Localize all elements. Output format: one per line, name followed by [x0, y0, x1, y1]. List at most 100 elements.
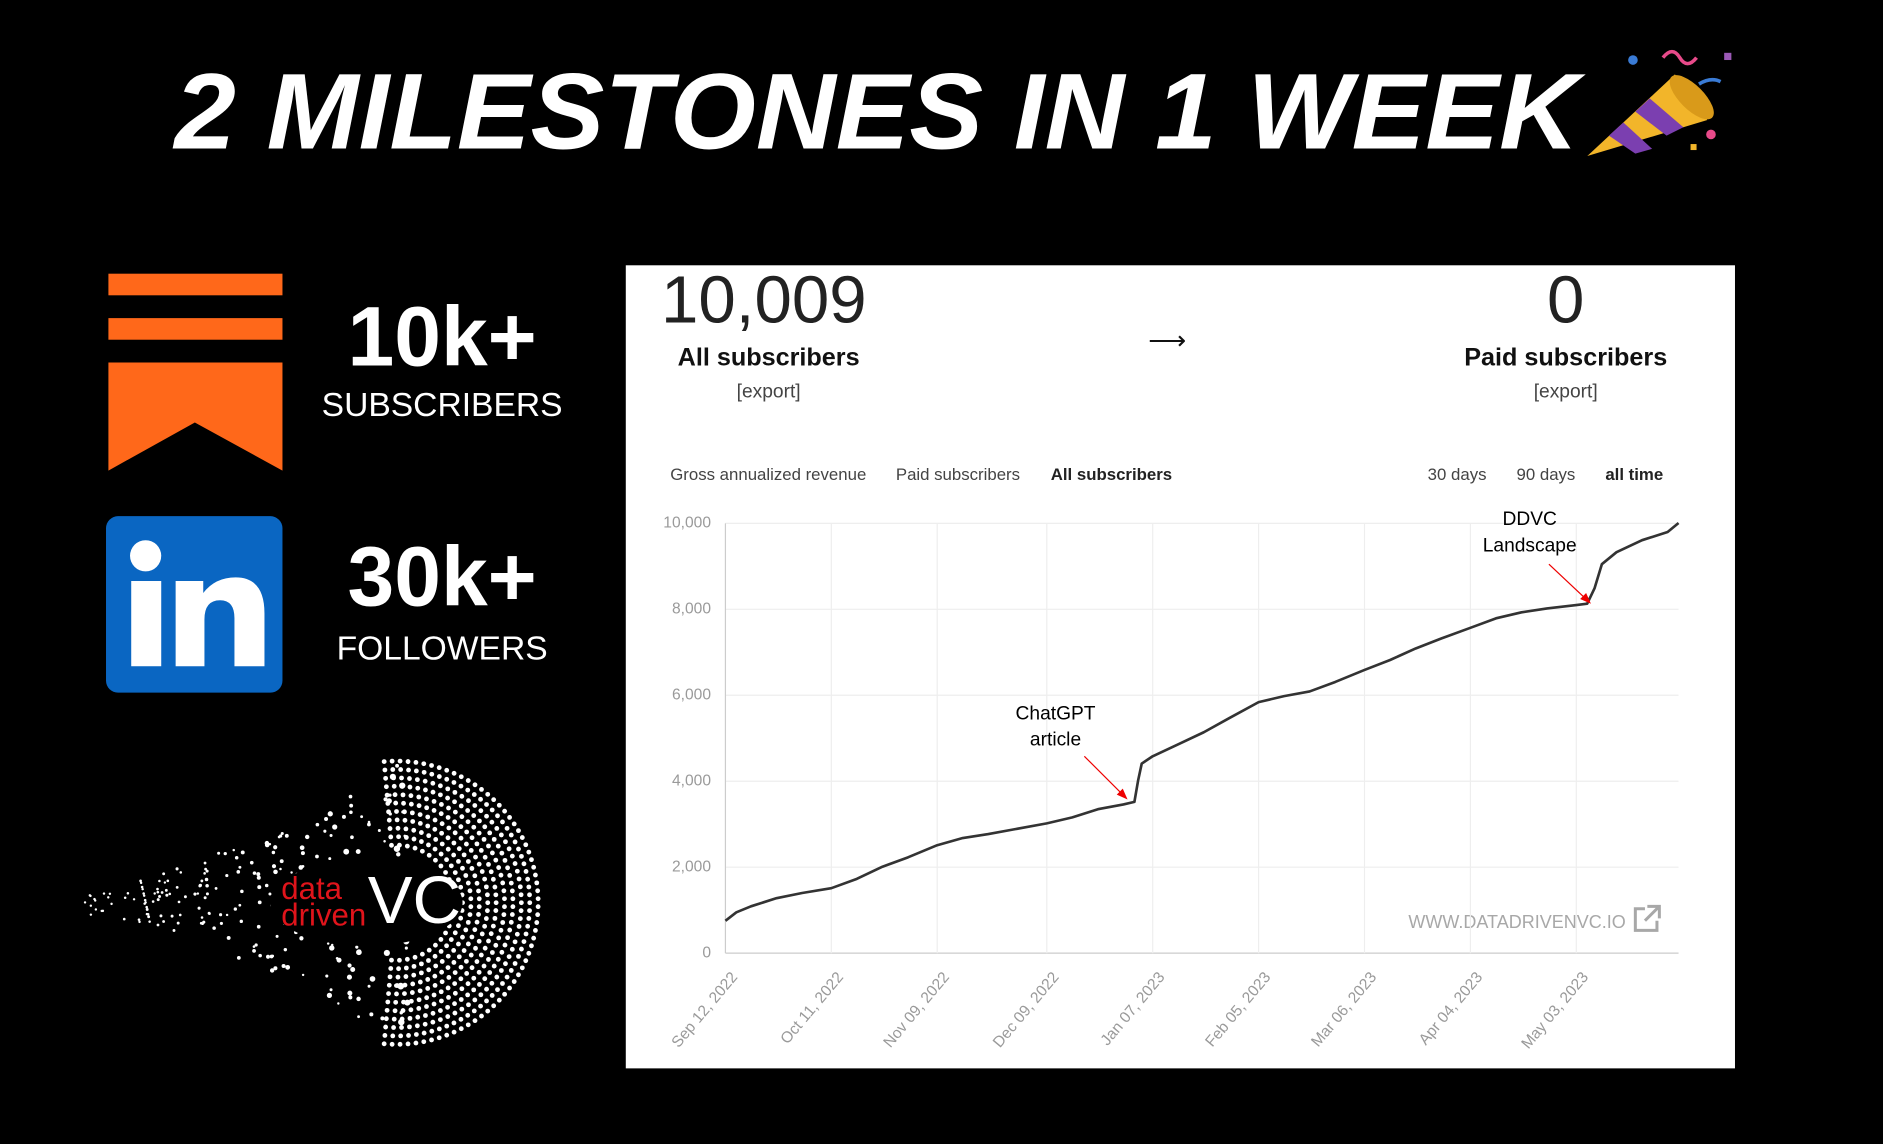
- logo-dot: [197, 906, 201, 910]
- logo-dot: [478, 808, 484, 814]
- tab[interactable]: Paid subscribers: [896, 465, 1020, 484]
- logo-dot: [147, 915, 151, 919]
- logo-dot: [205, 892, 209, 896]
- logo-dot: [458, 803, 464, 809]
- logo-dot: [438, 948, 444, 954]
- logo-text: data: [281, 871, 342, 906]
- logo-dot: [383, 840, 386, 843]
- logo-dot: [523, 931, 529, 937]
- logo-dot: [479, 931, 485, 937]
- logo-dot: [280, 831, 284, 836]
- count-label: All subscribers: [678, 344, 860, 372]
- logo-dot: [467, 888, 473, 894]
- range[interactable]: all time: [1605, 465, 1663, 484]
- logo-dot: [392, 1008, 398, 1014]
- logo-dot: [452, 870, 458, 875]
- logo-dot: [456, 954, 462, 960]
- logo-dot: [456, 941, 461, 947]
- logo-dot: [503, 839, 508, 845]
- logo-dot: [496, 935, 502, 941]
- logo-dot: [392, 792, 398, 798]
- logo-dot: [382, 767, 388, 773]
- logo-dot: [476, 888, 481, 894]
- logo-dot: [383, 784, 389, 790]
- logo-text: driven: [281, 897, 366, 932]
- logo-dot: [438, 851, 444, 857]
- logo-dot: [405, 1041, 411, 1047]
- logo-dot: [367, 984, 371, 988]
- y-tick-label: 4,000: [672, 772, 711, 789]
- logo-dot: [452, 1001, 457, 1007]
- logo-dot: [452, 1010, 458, 1016]
- logo-dot: [502, 808, 508, 814]
- logo-dot: [437, 783, 443, 789]
- logo-dot: [463, 841, 469, 847]
- tab[interactable]: Gross annualized revenue: [670, 465, 866, 484]
- logo-dot: [526, 916, 532, 921]
- export-link[interactable]: [export]: [737, 382, 801, 403]
- logo-dot: [444, 1023, 450, 1029]
- logo-dot: [472, 873, 478, 879]
- logo-dot: [531, 935, 537, 941]
- logo-dot: [474, 841, 480, 847]
- logo-dot: [471, 1008, 477, 1014]
- logo-dot: [399, 1025, 404, 1030]
- logo-dot: [377, 829, 381, 833]
- logo-dot: [178, 913, 182, 917]
- logo-dot: [425, 814, 431, 820]
- stat-value: 30k+: [348, 530, 537, 624]
- logo-dot: [426, 842, 431, 848]
- logo-dot: [509, 888, 515, 894]
- substack-logo: [108, 273, 283, 471]
- logo-dot: [526, 950, 532, 956]
- logo-dot: [421, 769, 427, 775]
- range[interactable]: 90 days: [1517, 465, 1576, 484]
- logo-dot: [355, 945, 359, 949]
- logo-dot: [509, 853, 515, 859]
- logo-dot: [396, 966, 401, 972]
- logo-dot: [451, 960, 457, 965]
- logo-dot: [403, 826, 409, 832]
- logo-dot: [399, 775, 404, 781]
- logo-dot: [389, 1041, 395, 1047]
- tab[interactable]: All subscribers: [1051, 465, 1172, 484]
- logo-dot: [512, 961, 518, 966]
- logo-dot: [444, 767, 450, 773]
- logo-dot: [233, 907, 237, 911]
- range[interactable]: 30 days: [1428, 465, 1487, 484]
- logo-dot: [411, 972, 417, 978]
- logo-dot: [419, 951, 425, 957]
- logo-dot: [409, 990, 415, 995]
- logo-dot: [452, 809, 458, 815]
- logo-dot: [424, 995, 430, 1001]
- logo-dot: [93, 899, 97, 902]
- logo-dot: [445, 985, 451, 991]
- logo-dot: [535, 888, 541, 894]
- logo-dot: [466, 798, 471, 804]
- logo-dot: [219, 921, 223, 925]
- logo-dot: [535, 896, 541, 902]
- logo-dot: [254, 943, 258, 947]
- logo-dot: [416, 1006, 422, 1011]
- logo-dot: [491, 797, 497, 803]
- logo-dot: [494, 825, 500, 831]
- export-link[interactable]: [export]: [1534, 382, 1598, 403]
- logo-dot: [347, 963, 352, 968]
- logo-dot: [478, 848, 484, 853]
- logo-dot: [423, 787, 428, 793]
- logo-dot: [465, 778, 471, 783]
- logo-dot: [495, 843, 501, 849]
- logo-dot: [183, 895, 187, 899]
- logo-dot: [394, 809, 399, 814]
- logo-dot: [499, 850, 505, 856]
- logo-dot: [498, 927, 504, 933]
- logo-dot: [465, 1022, 471, 1028]
- annotation: article: [1030, 730, 1081, 751]
- logo-dot: [137, 918, 141, 921]
- logo-dot: [476, 896, 482, 902]
- logo-dot: [476, 912, 481, 917]
- logo-dot: [406, 761, 410, 765]
- logo-dot: [439, 841, 445, 847]
- logo-dot: [367, 822, 371, 827]
- logo-dot: [238, 865, 242, 869]
